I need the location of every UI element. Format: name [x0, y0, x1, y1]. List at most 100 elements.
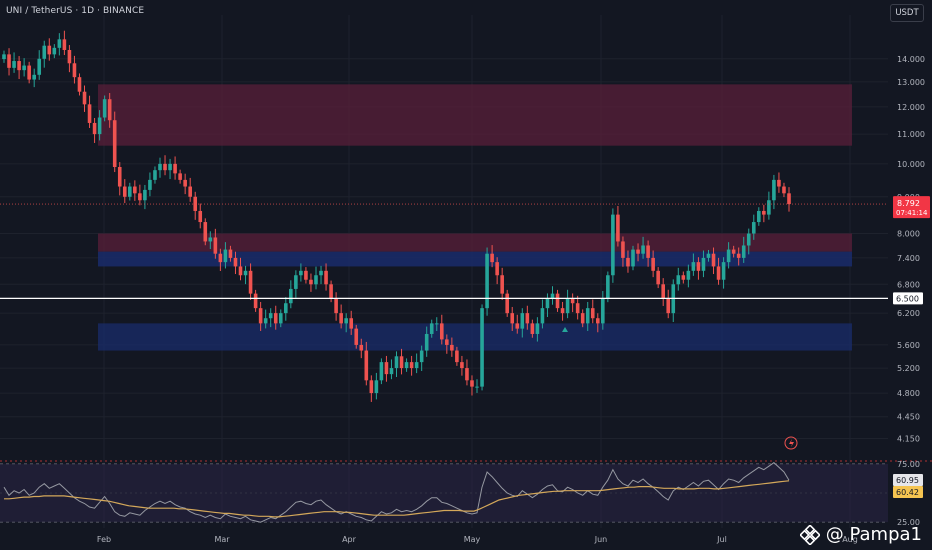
time-tick-label: Mar [214, 535, 230, 544]
price-tick-label: 6.800 [897, 280, 920, 289]
candle-body [611, 214, 615, 276]
candle-body [686, 270, 691, 280]
zone-resistance [98, 84, 852, 146]
time-axis: Feb Mar Apr May Jun Jul Aug [97, 535, 858, 544]
time-tick-label: Feb [97, 535, 111, 544]
candle-body [787, 193, 791, 205]
candle-body [379, 362, 384, 381]
candle-body [82, 91, 87, 105]
candle-body [233, 257, 238, 267]
candle-body [545, 298, 550, 309]
candle-body [339, 313, 343, 324]
candle-body [681, 275, 686, 280]
candle-body [354, 328, 359, 345]
candle-body [450, 344, 454, 351]
candle-body [495, 262, 499, 276]
candle-body [439, 323, 444, 340]
candle-body [27, 65, 31, 80]
rsi-line [3, 462, 790, 523]
candle-body [520, 313, 525, 329]
lightning-icon [784, 436, 798, 450]
candle-body [223, 249, 228, 263]
candle-body [706, 253, 711, 258]
candle-body [409, 362, 414, 369]
countdown-label: 07:41:14 [896, 209, 928, 217]
candle-body [92, 122, 97, 135]
candle-body [148, 179, 152, 190]
price-tick-label: 12.000 [897, 103, 925, 112]
candle-body [198, 210, 203, 223]
last-price-label: 8.792 [897, 199, 920, 208]
zone-mid-lower [98, 251, 852, 267]
candle-body [334, 298, 338, 314]
time-tick-label: Jun [594, 535, 608, 544]
price-tick-label: 4.450 [897, 413, 920, 422]
candle-body [595, 318, 600, 324]
candle-body [580, 313, 585, 324]
candle-body [767, 200, 771, 215]
candle-body [268, 313, 273, 319]
price-tick-label: 5.200 [897, 364, 920, 373]
candle-body [364, 350, 369, 381]
candle-body [62, 39, 67, 50]
candle-body [721, 262, 726, 280]
candle-body [631, 249, 635, 267]
candle-body [601, 298, 605, 324]
candle-body [183, 179, 187, 187]
marked-level-label: 6.500 [896, 294, 919, 303]
candle-body [762, 210, 766, 215]
candle-body [455, 350, 459, 363]
symbol-title: UNI / TetherUS · 1D · BINANCE [6, 6, 145, 16]
candle-body [550, 293, 555, 299]
candle-body [117, 167, 122, 187]
candle-body [626, 257, 630, 267]
candle-body [500, 275, 504, 294]
candle-body [37, 58, 42, 75]
candle-body [777, 179, 781, 187]
candle-body [143, 189, 147, 201]
candle-body [490, 253, 494, 263]
time-tick-label: Jul [716, 535, 727, 544]
zone-support [98, 323, 852, 351]
candle-body [621, 241, 625, 258]
candle-body [530, 323, 535, 334]
candle-body [133, 186, 137, 194]
candle-body [253, 293, 258, 309]
candle-body [445, 339, 449, 345]
candle-body [97, 117, 102, 135]
rsi-tick-label: 75.00 [897, 460, 920, 469]
price-tick-label: 4.800 [897, 389, 920, 398]
candle-body [57, 39, 62, 48]
candle-body [731, 249, 736, 254]
candle-body [102, 99, 107, 118]
lightning-circle [784, 436, 798, 450]
candle-body [419, 350, 424, 363]
candle-body [741, 245, 746, 258]
candle-body [112, 120, 117, 168]
candle-body [77, 77, 82, 92]
candle-body [173, 163, 177, 174]
currency-button[interactable]: USDT [890, 4, 924, 22]
candle-body [651, 257, 655, 271]
rsi-ma-line [4, 480, 790, 518]
candle-body [590, 308, 595, 319]
candle-body [188, 186, 192, 197]
candle-body [661, 284, 665, 299]
candle-body [389, 368, 394, 375]
time-tick-label: Aug [842, 535, 858, 544]
candle-body [258, 308, 263, 324]
candle-body [263, 318, 268, 324]
binance-diamond-icon [799, 524, 820, 545]
price-axis: 14.00013.00012.00011.00010.0009.0008.000… [897, 55, 925, 527]
time-tick-label: May [464, 535, 481, 544]
candle-body [289, 288, 293, 304]
candle-body [42, 45, 47, 59]
candle-body [480, 308, 484, 387]
watermark: @ Pampa1 [799, 524, 922, 545]
lightning-bolt [789, 439, 794, 447]
rsi-panel [0, 460, 932, 523]
candle-body [555, 293, 560, 309]
watermark-text: @ Pampa1 [825, 524, 922, 545]
candle-body [510, 313, 515, 324]
